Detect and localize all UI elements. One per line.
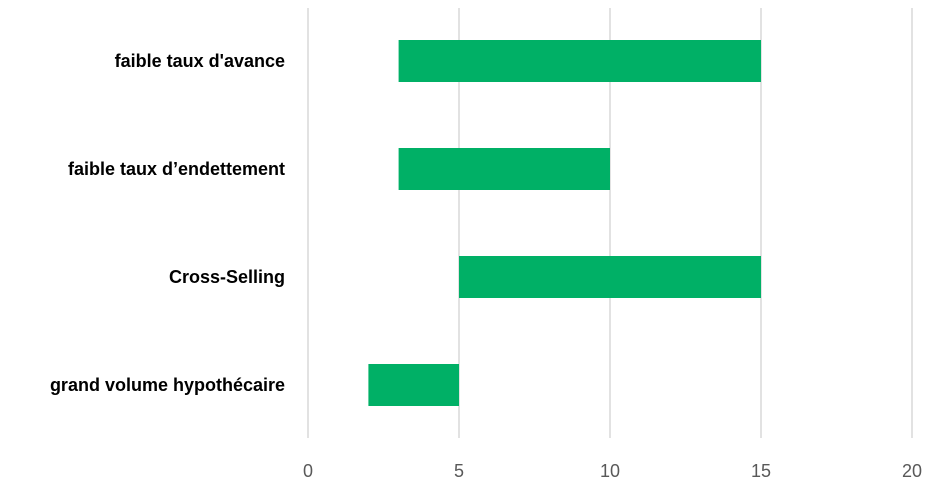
bar-1 xyxy=(398,148,610,190)
bar-3 xyxy=(368,364,459,406)
x-tick-label: 10 xyxy=(600,461,620,481)
category-label: faible taux d’endettement xyxy=(68,159,285,179)
category-label: faible taux d'avance xyxy=(115,51,285,71)
x-tick-label: 20 xyxy=(902,461,922,481)
x-tick-label: 0 xyxy=(303,461,313,481)
x-tick-label: 5 xyxy=(454,461,464,481)
x-axis-tick-labels: 0 5 10 15 20 xyxy=(303,461,922,481)
category-label: Cross-Selling xyxy=(169,267,285,287)
x-tick-label: 15 xyxy=(751,461,771,481)
bars xyxy=(368,40,761,406)
category-labels: faible taux d'avance faible taux d’endett… xyxy=(50,51,285,395)
bar-0 xyxy=(398,40,761,82)
bar-2 xyxy=(459,256,761,298)
category-label: grand volume hypothécaire xyxy=(50,375,285,395)
